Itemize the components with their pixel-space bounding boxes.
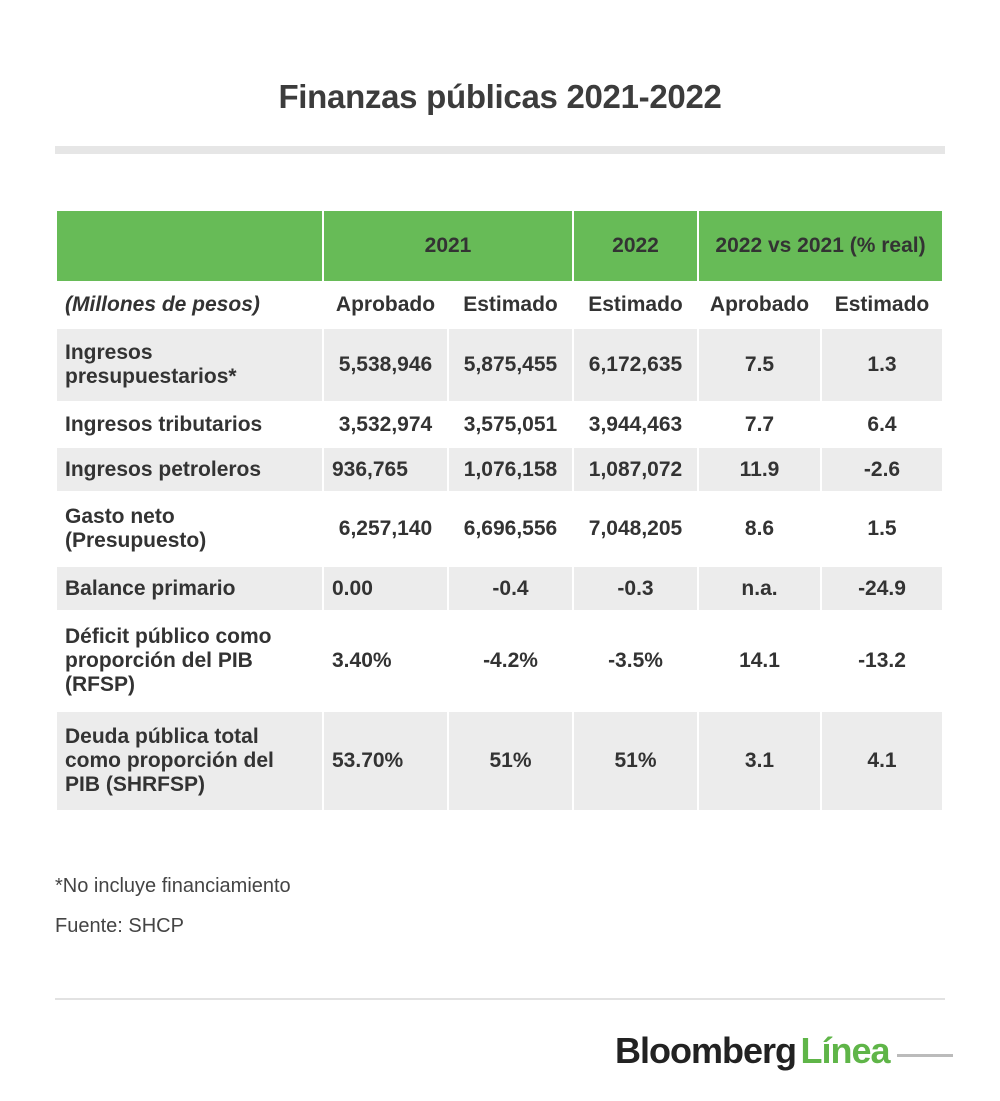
table-cell: 1,076,158 — [447, 446, 574, 493]
sub-header-change-aprobado: Aprobado — [697, 281, 822, 329]
table-cell: -24.9 — [820, 565, 944, 612]
footnote: *No incluye financiamiento — [55, 875, 291, 897]
row-label: Deuda pública total como proporción del … — [55, 710, 324, 812]
group-header-empty — [55, 209, 324, 283]
table-row: Ingresos tributarios 3,532,974 3,575,051… — [55, 401, 944, 448]
table-cell: 1.3 — [820, 327, 944, 403]
table-cell: 5,875,455 — [447, 327, 574, 403]
table-row: Deuda pública total como proporción del … — [55, 710, 944, 812]
table-cell: 1,087,072 — [572, 446, 699, 493]
table-cell: 5,538,946 — [322, 327, 449, 403]
logo-bloomberg: Bloomberg — [615, 1030, 797, 1071]
table-cell: -3.5% — [572, 610, 699, 712]
table-cell: -0.3 — [572, 565, 699, 612]
units-label: (Millones de pesos) — [55, 281, 324, 329]
table-row: Ingresos presupuestarios* 5,538,946 5,87… — [55, 327, 944, 403]
table-cell: 4.1 — [820, 710, 944, 812]
table-cell: 3,532,974 — [322, 401, 449, 448]
table-cell: 51% — [447, 710, 574, 812]
table-cell: 6,172,635 — [572, 327, 699, 403]
table-cell: 6,257,140 — [322, 491, 449, 567]
row-label: Balance primario — [55, 565, 324, 612]
logo-linea: Línea — [800, 1030, 890, 1071]
table-cell: 51% — [572, 710, 699, 812]
table-cell: 3,944,463 — [572, 401, 699, 448]
sub-header-2022-estimado: Estimado — [572, 281, 699, 329]
table-cell: -13.2 — [820, 610, 944, 712]
table-row: Déficit público como proporción del PIB … — [55, 610, 944, 712]
group-header-2021: 2021 — [322, 209, 574, 283]
row-label: Gasto neto (Presupuesto) — [55, 491, 324, 567]
group-header-change: 2022 vs 2021 (% real) — [697, 209, 944, 283]
table-cell: 3.1 — [697, 710, 822, 812]
title-divider — [55, 146, 945, 154]
table-cell: -4.2% — [447, 610, 574, 712]
table-row: Ingresos petroleros 936,765 1,076,158 1,… — [55, 446, 944, 493]
row-label: Déficit público como proporción del PIB … — [55, 610, 324, 712]
sub-header-2021-estimado: Estimado — [447, 281, 574, 329]
table-cell: 3,575,051 — [447, 401, 574, 448]
sub-header-change-estimado: Estimado — [820, 281, 944, 329]
sub-header-2021-aprobado: Aprobado — [322, 281, 449, 329]
group-header-2022: 2022 — [572, 209, 699, 283]
table-cell: 7,048,205 — [572, 491, 699, 567]
table-cell: 7.7 — [697, 401, 822, 448]
row-label: Ingresos petroleros — [55, 446, 324, 493]
table-cell: 6.4 — [820, 401, 944, 448]
table-cell: 14.1 — [697, 610, 822, 712]
table-cell: 1.5 — [820, 491, 944, 567]
group-header-row: 2021 2022 2022 vs 2021 (% real) — [55, 209, 944, 283]
table-row: Balance primario 0.00 -0.4 -0.3 n.a. -24… — [55, 565, 944, 612]
table-cell: 7.5 — [697, 327, 822, 403]
source-note: Fuente: SHCP — [55, 915, 184, 937]
chart-title: Finanzas públicas 2021-2022 — [278, 78, 722, 115]
table-row: Gasto neto (Presupuesto) 6,257,140 6,696… — [55, 491, 944, 567]
table-cell: 6,696,556 — [447, 491, 574, 567]
table-cell: 3.40% — [322, 610, 449, 712]
row-label: Ingresos presupuestarios* — [55, 327, 324, 403]
sub-header-row: (Millones de pesos) Aprobado Estimado Es… — [55, 281, 944, 329]
finance-table: 2021 2022 2022 vs 2021 (% real) (Millone… — [55, 209, 944, 812]
table-cell: 936,765 — [322, 446, 449, 493]
table-cell: 53.70% — [322, 710, 449, 812]
table-cell: 8.6 — [697, 491, 822, 567]
logo-tagline-mark — [896, 1054, 953, 1057]
table-cell: n.a. — [697, 565, 822, 612]
table-cell: 11.9 — [697, 446, 822, 493]
table-cell: -0.4 — [447, 565, 574, 612]
bloomberg-linea-logo: Bloomberg Línea — [615, 1030, 953, 1074]
notes: *No incluye financiamiento Fuente: SHCP — [55, 872, 291, 952]
row-label: Ingresos tributarios — [55, 401, 324, 448]
table-cell: -2.6 — [820, 446, 944, 493]
footer-divider — [55, 998, 945, 1000]
table-cell: 0.00 — [322, 565, 449, 612]
